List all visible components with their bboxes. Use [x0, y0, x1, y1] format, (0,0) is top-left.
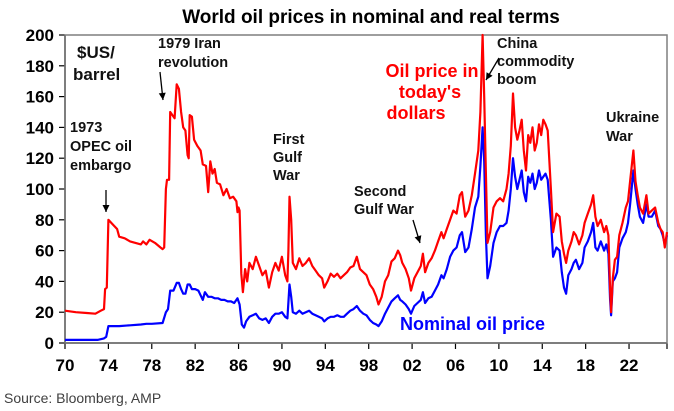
- annotation-china-arrowhead: [486, 72, 493, 80]
- plot-frame: [64, 34, 668, 344]
- legend-nominal-price: Nominal oil price: [400, 314, 545, 334]
- series-real-price-line: [64, 33, 669, 315]
- x-tick-label: 86: [229, 356, 248, 375]
- y-tick-label: 180: [26, 57, 54, 76]
- annotation-gulf1-line: First: [273, 132, 305, 148]
- annotation-ukraine-line: War: [606, 129, 633, 145]
- y-tick-label: 120: [26, 149, 54, 168]
- x-tick-label: 98: [359, 356, 378, 375]
- x-tick-label: 06: [446, 356, 465, 375]
- annotation-opec-line: embargo: [70, 158, 131, 174]
- y-axis: 0 20 40 60 80 100 120 140 160 180 200: [26, 26, 66, 353]
- x-tick-label: 90: [272, 356, 291, 375]
- annotation-gulf1-line: Gulf: [273, 150, 302, 166]
- series-nominal-price-line: [65, 126, 669, 341]
- legend-real-price-line1: Oil price in: [385, 61, 478, 81]
- source-note: Source: Bloomberg, AMP: [4, 390, 161, 406]
- y-tick-label: 0: [45, 334, 54, 353]
- legend-real-price-line3: dollars: [386, 103, 445, 123]
- x-tick-label: 74: [99, 356, 118, 375]
- annotation-china-line: commodity: [497, 54, 574, 70]
- annotation-opec-arrowhead: [102, 205, 110, 212]
- x-tick-label: 70: [56, 356, 75, 375]
- y-unit-label-line2: barrel: [73, 65, 120, 84]
- x-tick-label: 78: [142, 356, 161, 375]
- x-tick-label: 82: [186, 356, 205, 375]
- annotation-opec-line: 1973: [70, 120, 102, 136]
- y-unit-label-line1: $US/: [77, 43, 115, 62]
- annotation-ukraine-line: Ukraine: [606, 110, 659, 126]
- x-axis: 70 74 78 82 86 90 94 98 02 06 10 14 18 22: [56, 342, 668, 375]
- x-tick-label: 94: [316, 356, 335, 375]
- annotation-gulf1-line: War: [273, 168, 300, 184]
- y-tick-label: 140: [26, 118, 54, 137]
- y-tick-label: 80: [35, 211, 54, 230]
- legend-real-price-line2: today's: [399, 82, 461, 102]
- series-layer: [64, 33, 669, 341]
- annotation-gulf2-arrowhead: [414, 235, 422, 243]
- annotation-china-line: boom: [497, 72, 536, 88]
- annotation-iran-line: 1979 Iran: [158, 36, 221, 52]
- annotation-china-line: China: [497, 36, 538, 52]
- y-tick-label: 160: [26, 88, 54, 107]
- x-tick-label: 22: [620, 356, 639, 375]
- x-tick-label: 14: [533, 356, 552, 375]
- annotation-gulf2-line: Second: [354, 184, 406, 200]
- annotation-gulf2-line: Gulf War: [354, 202, 414, 218]
- y-tick-label: 100: [26, 180, 54, 199]
- x-tick-label: 10: [489, 356, 508, 375]
- x-tick-label: 02: [403, 356, 422, 375]
- y-tick-label: 40: [35, 272, 54, 291]
- annotations: 1973 OPEC oil embargo 1979 Iran revolution Fi…: [70, 36, 659, 244]
- annotation-opec-line: OPEC oil: [70, 139, 132, 155]
- chart-title: World oil prices in nominal and real ter…: [182, 7, 560, 28]
- y-tick-label: 60: [35, 242, 54, 261]
- annotation-iran-arrowhead: [158, 92, 166, 100]
- annotation-iran-line: revolution: [158, 55, 228, 71]
- y-tick-label: 200: [26, 26, 54, 45]
- y-tick-label: 20: [35, 303, 54, 322]
- x-tick-label: 18: [576, 356, 595, 375]
